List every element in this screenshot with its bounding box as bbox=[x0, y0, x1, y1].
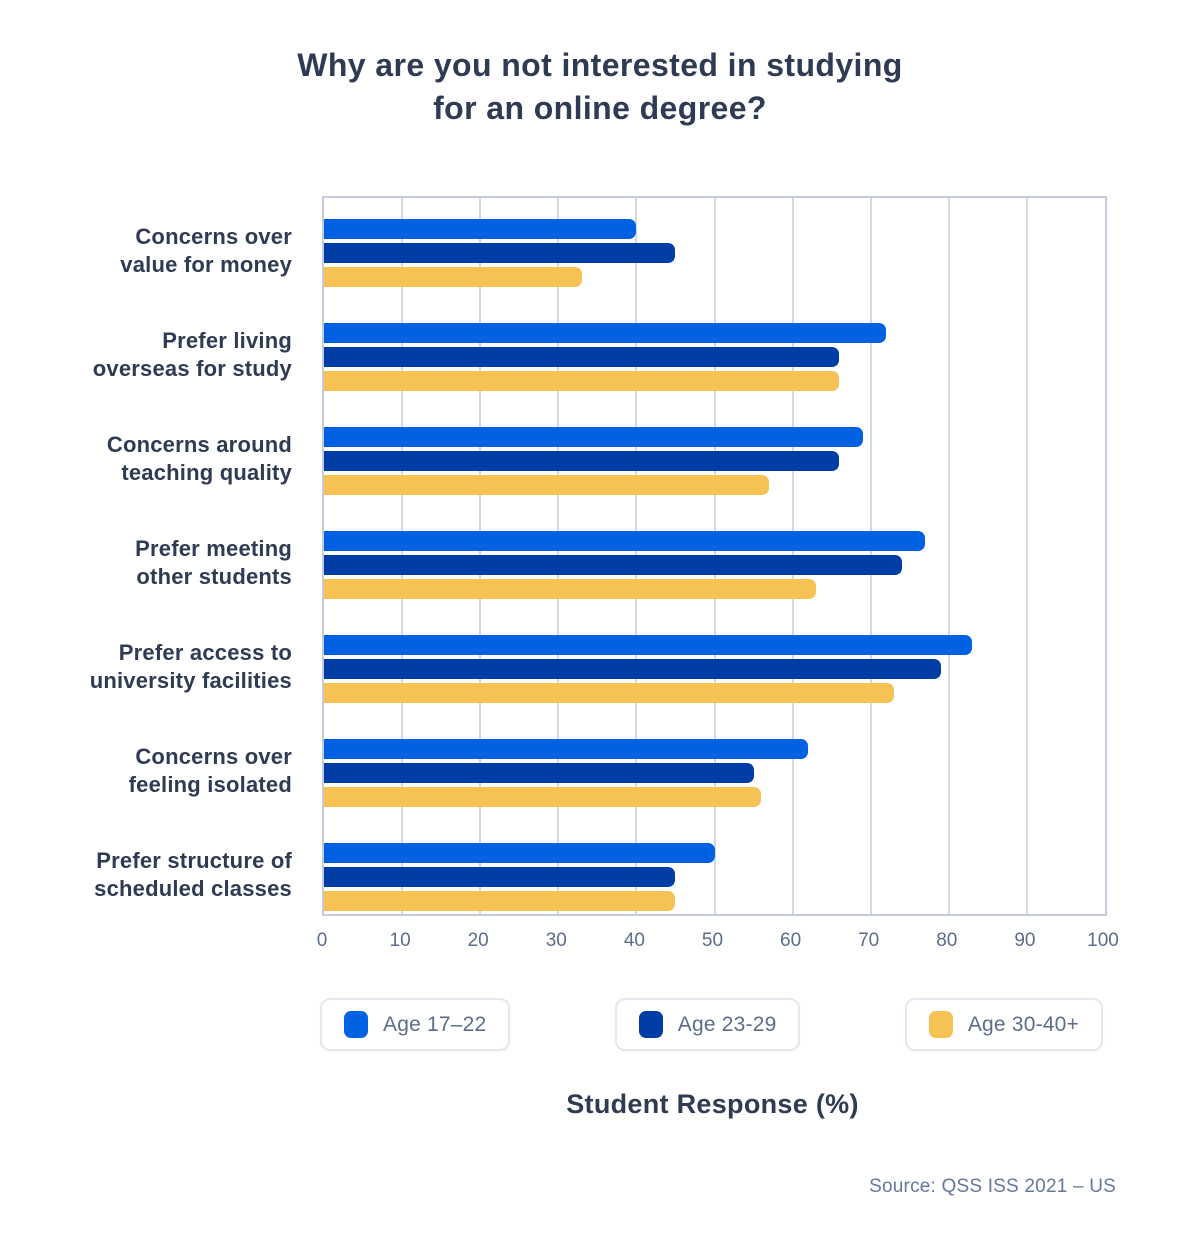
legend-label: Age 30-40+ bbox=[967, 1012, 1079, 1036]
bar-prefer-meeting-other-students-age-30-40 bbox=[324, 579, 817, 599]
gridline-x-90 bbox=[1025, 198, 1028, 914]
category-label-line: other students bbox=[136, 564, 292, 589]
legend-label: Age 17–22 bbox=[383, 1012, 487, 1036]
bar-concerns-around-teaching-quality-age-23-29 bbox=[324, 451, 840, 471]
category-label-line: scheduled classes bbox=[94, 876, 292, 901]
source-note: Source: QSS ISS 2021 – US bbox=[869, 1176, 1116, 1197]
legend-item-age-17-22[interactable]: Age 17–22 bbox=[320, 998, 511, 1051]
x-tick-label-30: 30 bbox=[545, 930, 567, 951]
bar-concerns-over-value-for-money-age-17-22 bbox=[324, 219, 637, 239]
bar-prefer-meeting-other-students-age-23-29 bbox=[324, 555, 902, 575]
x-tick-label-80: 80 bbox=[936, 930, 958, 951]
x-axis-title: Student Response (%) bbox=[566, 1089, 859, 1119]
category-label-line: Prefer living bbox=[162, 328, 292, 353]
x-tick-label-40: 40 bbox=[623, 930, 645, 951]
bar-prefer-living-overseas-for-study-age-23-29 bbox=[324, 347, 840, 367]
category-label-line: overseas for study bbox=[92, 356, 292, 381]
category-label-prefer-structure-of-scheduled-classes: Prefer structure of scheduled classes bbox=[0, 847, 292, 903]
bar-prefer-structure-of-scheduled-classes-age-30-40 bbox=[324, 891, 676, 911]
category-label-line: Prefer structure of bbox=[96, 848, 292, 873]
chart-title-line-2: for an online degree? bbox=[433, 90, 767, 126]
category-label-line: Concerns over bbox=[135, 224, 292, 249]
x-tick-label-70: 70 bbox=[858, 930, 880, 951]
category-label-line: Prefer meeting bbox=[135, 536, 292, 561]
bar-concerns-over-feeling-isolated-age-23-29 bbox=[324, 763, 754, 783]
chart-title-line-1: Why are you not interested in studying bbox=[297, 47, 903, 83]
bar-concerns-around-teaching-quality-age-17-22 bbox=[324, 427, 863, 447]
x-tick-label-0: 0 bbox=[316, 930, 328, 951]
gridline-x-80 bbox=[947, 198, 950, 914]
category-label-line: value for money bbox=[120, 252, 292, 277]
bar-prefer-living-overseas-for-study-age-17-22 bbox=[324, 323, 887, 343]
category-label-line: Prefer access to bbox=[118, 640, 292, 665]
bar-concerns-over-feeling-isolated-age-30-40 bbox=[324, 787, 762, 807]
x-tick-label-50: 50 bbox=[701, 930, 724, 951]
legend-label: Age 23-29 bbox=[677, 1012, 777, 1036]
bar-concerns-over-value-for-money-age-23-29 bbox=[324, 243, 676, 263]
bar-prefer-access-to-university-facilities-age-23-29 bbox=[324, 659, 941, 679]
bar-prefer-access-to-university-facilities-age-30-40 bbox=[324, 683, 895, 703]
category-label-concerns-over-feeling-isolated: Concerns over feeling isolated bbox=[0, 743, 292, 799]
bar-prefer-access-to-university-facilities-age-17-22 bbox=[324, 635, 973, 655]
category-label-concerns-over-value-for-money: Concerns over value for money bbox=[0, 223, 292, 279]
category-label-line: teaching quality bbox=[121, 460, 292, 485]
plot-area bbox=[322, 196, 1107, 916]
bar-concerns-around-teaching-quality-age-30-40 bbox=[324, 475, 770, 495]
x-tick-label-100: 100 bbox=[1087, 930, 1119, 951]
category-label-prefer-meeting-other-students: Prefer meeting other students bbox=[0, 535, 292, 591]
x-tick-label-90: 90 bbox=[1014, 930, 1036, 951]
bar-prefer-meeting-other-students-age-17-22 bbox=[324, 531, 926, 551]
legend-item-age-23-29[interactable]: Age 23-29 bbox=[614, 998, 801, 1051]
category-label-line: Concerns around bbox=[106, 432, 292, 457]
x-tick-label-10: 10 bbox=[389, 930, 411, 951]
legend-item-age-30-40[interactable]: Age 30-40+ bbox=[904, 998, 1103, 1051]
bar-concerns-over-value-for-money-age-30-40 bbox=[324, 267, 582, 287]
bar-prefer-living-overseas-for-study-age-30-40 bbox=[324, 371, 840, 391]
category-label-line: Concerns over bbox=[135, 744, 292, 769]
category-label-line: feeling isolated bbox=[128, 772, 292, 797]
legend: Age 17–22 Age 23-29 Age 30-40+ bbox=[320, 998, 1103, 1051]
category-label-prefer-living-overseas-for-study: Prefer living overseas for study bbox=[0, 327, 292, 383]
bar-prefer-structure-of-scheduled-classes-age-17-22 bbox=[324, 843, 715, 863]
legend-swatch-age-23-29 bbox=[638, 1011, 663, 1038]
x-tick-label-60: 60 bbox=[780, 930, 802, 951]
legend-swatch-age-30-40 bbox=[928, 1011, 953, 1038]
legend-swatch-age-17-22 bbox=[344, 1011, 368, 1038]
category-label-concerns-around-teaching-quality: Concerns around teaching quality bbox=[0, 431, 292, 487]
category-label-line: university facilities bbox=[89, 668, 292, 693]
bar-prefer-structure-of-scheduled-classes-age-23-29 bbox=[324, 867, 676, 887]
x-tick-label-20: 20 bbox=[467, 930, 489, 951]
category-label-prefer-access-to-university-facilities: Prefer access to university facilities bbox=[0, 639, 292, 695]
bar-concerns-over-feeling-isolated-age-17-22 bbox=[324, 739, 809, 759]
chart-title: Why are you not interested in studying f… bbox=[0, 44, 1200, 130]
